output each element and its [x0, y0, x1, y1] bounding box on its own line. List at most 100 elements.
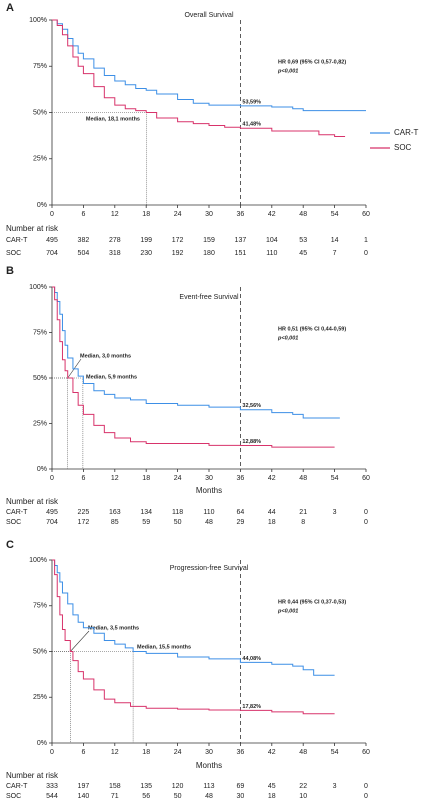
- median-label: Median, 3,0 months: [80, 353, 131, 359]
- risk-value: 180: [203, 250, 215, 257]
- median-label: Median, 18,1 months: [86, 116, 140, 122]
- risk-value: 504: [78, 250, 90, 257]
- x-tick-label: 60: [362, 475, 370, 482]
- x-tick-label: 36: [237, 749, 245, 756]
- risk-value: 230: [140, 250, 152, 257]
- chart-title: Overall Survival: [184, 12, 233, 19]
- risk-value: 53: [299, 237, 307, 244]
- panel-letter: C: [6, 539, 14, 551]
- median-label: Median, 3,5 months: [88, 625, 139, 631]
- risk-value: 0: [364, 519, 368, 526]
- risk-value: 50: [174, 793, 182, 798]
- y-tick-label: 25%: [33, 156, 47, 163]
- risk-value: 118: [172, 509, 183, 516]
- risk-value: 333: [46, 783, 58, 790]
- risk-value: 21: [299, 509, 307, 516]
- risk-value: 50: [174, 519, 182, 526]
- y-tick-label: 75%: [33, 603, 47, 610]
- x-axis-label: Months: [196, 486, 222, 495]
- y-tick-label: 0%: [37, 466, 47, 473]
- risk-value: 544: [46, 793, 58, 798]
- risk-value: 45: [299, 250, 307, 257]
- y-tick-label: 0%: [37, 202, 47, 209]
- risk-value: 137: [235, 237, 247, 244]
- risk-table-title: Number at risk: [6, 224, 59, 233]
- risk-value: 3: [333, 509, 337, 516]
- x-tick-label: 60: [362, 749, 370, 756]
- risk-value: 48: [205, 793, 213, 798]
- x-tick-label: 18: [142, 475, 150, 482]
- y-tick-label: 100%: [29, 17, 47, 24]
- value-label: 17,82%: [242, 704, 261, 710]
- risk-value: 113: [203, 783, 214, 790]
- risk-value: 56: [142, 793, 150, 798]
- x-tick-label: 12: [111, 475, 119, 482]
- risk-row-name: CAR-T: [6, 237, 28, 244]
- risk-value: 318: [109, 250, 121, 257]
- risk-value: 69: [237, 783, 245, 790]
- risk-value: 704: [46, 250, 58, 257]
- risk-value: 172: [172, 237, 184, 244]
- risk-value: 59: [142, 519, 150, 526]
- x-tick-label: 42: [268, 211, 276, 218]
- x-tick-label: 48: [299, 475, 307, 482]
- risk-value: 85: [111, 519, 119, 526]
- risk-value: 18: [268, 793, 276, 798]
- risk-row-name: SOC: [6, 250, 21, 257]
- x-tick-label: 30: [205, 211, 213, 218]
- x-tick-label: 18: [142, 749, 150, 756]
- panel-letter: B: [6, 265, 14, 277]
- x-tick-label: 48: [299, 211, 307, 218]
- survival-curve: [52, 559, 335, 676]
- median-line: [52, 651, 71, 743]
- risk-value: 30: [237, 793, 245, 798]
- x-tick-label: 6: [81, 475, 85, 482]
- x-tick-label: 24: [174, 211, 182, 218]
- hr-text: HR 0,51 (95% CI 0,44-0,59): [278, 326, 346, 332]
- x-tick-label: 12: [111, 749, 119, 756]
- risk-value: 135: [140, 783, 152, 790]
- x-axis-label: Months: [196, 761, 222, 770]
- risk-value: 29: [237, 519, 245, 526]
- risk-value: 163: [109, 509, 121, 516]
- risk-value: 0: [364, 783, 368, 790]
- x-tick-label: 36: [237, 475, 245, 482]
- risk-value: 0: [364, 509, 368, 516]
- risk-value: 64: [237, 509, 245, 516]
- survival-curve: [52, 559, 335, 715]
- x-tick-label: 30: [205, 475, 213, 482]
- median-label: Median, 15,5 months: [137, 644, 191, 650]
- survival-curve: [52, 286, 335, 448]
- median-leader: [70, 630, 90, 652]
- median-line: [52, 377, 68, 469]
- risk-value: 0: [364, 250, 368, 257]
- chart-title: Event-free Survival: [179, 294, 239, 301]
- x-tick-label: 60: [362, 211, 370, 218]
- median-line: [52, 377, 84, 469]
- x-tick-label: 6: [81, 749, 85, 756]
- survival-curve: [52, 19, 346, 138]
- risk-value: 104: [266, 237, 278, 244]
- risk-value: 8: [301, 519, 305, 526]
- risk-value: 495: [46, 237, 58, 244]
- risk-value: 110: [266, 250, 277, 257]
- risk-value: 197: [78, 783, 90, 790]
- legend-label: SOC: [394, 143, 412, 152]
- risk-value: 151: [235, 250, 247, 257]
- p-value: p<0,001: [277, 68, 298, 74]
- risk-value: 1: [364, 237, 368, 244]
- x-tick-label: 24: [174, 475, 182, 482]
- x-tick-label: 12: [111, 211, 119, 218]
- risk-value: 199: [140, 237, 152, 244]
- y-tick-label: 75%: [33, 329, 47, 336]
- risk-table-title: Number at risk: [6, 497, 59, 506]
- risk-value: 45: [268, 783, 276, 790]
- x-tick-label: 6: [81, 211, 85, 218]
- risk-value: 48: [205, 519, 213, 526]
- x-tick-label: 0: [50, 749, 54, 756]
- risk-value: 495: [46, 509, 58, 516]
- risk-value: 22: [299, 783, 307, 790]
- risk-row-name: CAR-T: [6, 783, 28, 790]
- survival-curve: [52, 286, 340, 419]
